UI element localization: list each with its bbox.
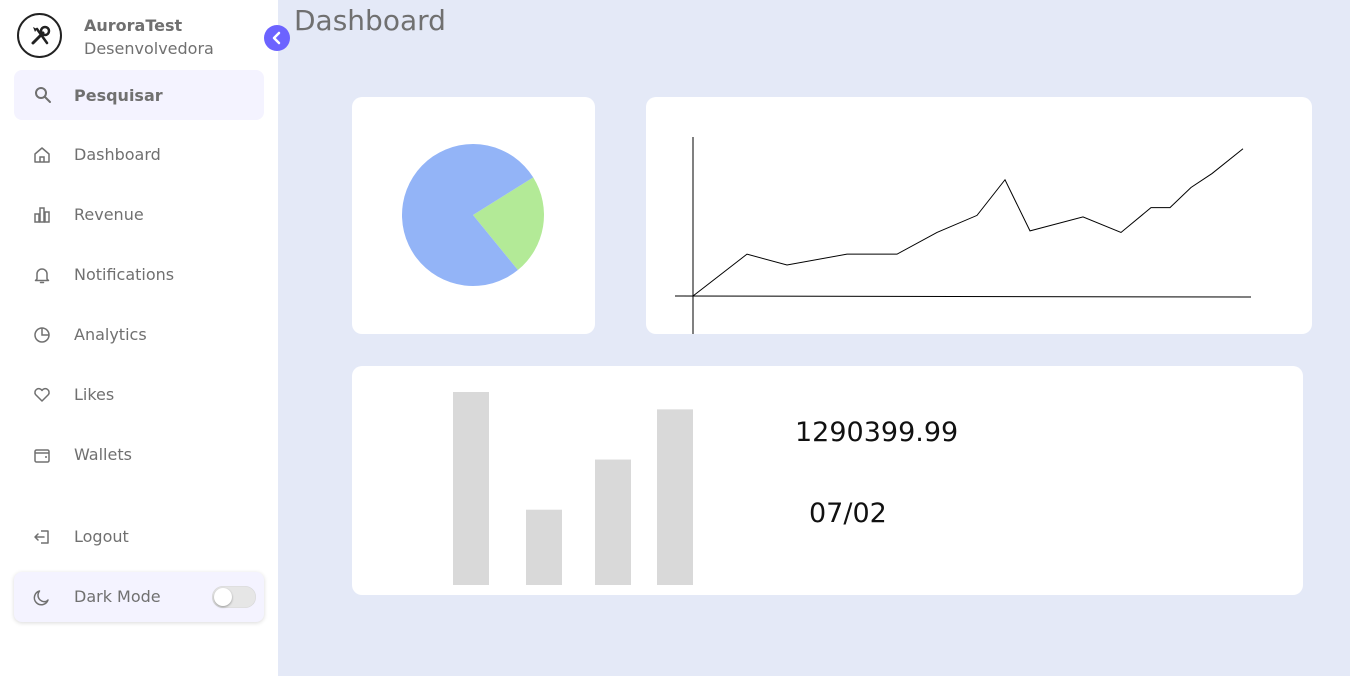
heart-icon (34, 387, 50, 402)
sidebar-item-wallets[interactable]: Wallets (14, 430, 264, 480)
pie-chart (402, 144, 544, 286)
dark-mode-row: Dark Mode (14, 572, 264, 622)
page-title: Dashboard (294, 4, 446, 37)
logout-label: Logout (74, 527, 129, 546)
tools-icon (17, 13, 62, 58)
bar-chart-icon (34, 207, 50, 223)
chevron-left-icon (272, 31, 281, 45)
sidebar-item-dashboard[interactable]: Dashboard (14, 130, 264, 180)
sidebar-item-analytics[interactable]: Analytics (14, 310, 264, 360)
bar-chart (453, 392, 693, 585)
line-series (692, 148, 1244, 297)
bar (595, 459, 631, 585)
brand-name: AuroraTest (84, 16, 183, 35)
search-input[interactable] (74, 83, 254, 107)
sidebar-item-label: Analytics (74, 325, 147, 344)
wallet-icon (34, 449, 50, 463)
bell-icon (34, 268, 50, 284)
pie-chart-card (352, 97, 595, 334)
line-chart-card (646, 97, 1312, 334)
sidebar-item-revenue[interactable]: Revenue (14, 190, 264, 240)
dark-mode-toggle[interactable] (212, 586, 256, 608)
x-axis (674, 295, 1252, 298)
pie-slice (402, 144, 534, 286)
summary-card: 1290399.99 07/02 (352, 366, 1303, 595)
pie-slice (473, 177, 544, 271)
search-icon (35, 87, 51, 103)
sidebar-item-label: Revenue (74, 205, 144, 224)
logout-icon (34, 530, 49, 544)
home-icon (34, 147, 50, 163)
moon-icon (33, 590, 49, 606)
sidebar-item-label: Dashboard (74, 145, 161, 164)
bar (657, 409, 693, 585)
collapse-sidebar-button[interactable] (264, 25, 290, 51)
sidebar-item-label: Wallets (74, 445, 132, 464)
sidebar: AuroraTest Desenvolvedora Dashboard Reve… (0, 0, 290, 676)
main-content: Dashboard 1290399.99 07/02 (278, 0, 1350, 676)
brand-role: Desenvolvedora (84, 39, 214, 58)
bar (526, 509, 562, 585)
summary-date: 07/02 (809, 498, 887, 529)
brand: AuroraTest Desenvolvedora (17, 13, 214, 58)
logout-button[interactable]: Logout (14, 512, 264, 562)
line-chart (674, 137, 1252, 334)
sidebar-item-label: Likes (74, 385, 115, 404)
bar (453, 392, 489, 585)
sidebar-item-label: Notifications (74, 265, 175, 284)
sidebar-item-notifications[interactable]: Notifications (14, 250, 264, 300)
brand-text: AuroraTest Desenvolvedora (84, 14, 214, 60)
dark-mode-label: Dark Mode (74, 587, 161, 606)
sidebar-item-likes[interactable]: Likes (14, 370, 264, 420)
pie-chart-icon (34, 327, 50, 343)
toggle-knob (214, 588, 232, 606)
summary-value: 1290399.99 (795, 417, 959, 448)
search-box[interactable] (14, 70, 264, 120)
